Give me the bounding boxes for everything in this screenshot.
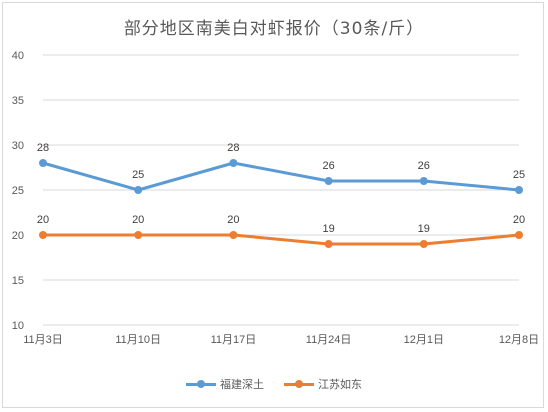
legend-label-series-1: 江苏如东 (318, 378, 362, 391)
y-tick-label: 30 (12, 140, 24, 152)
legend-item-series-0: 福建深土 (186, 376, 264, 392)
y-tick-label: 10 (12, 320, 24, 332)
data-label: 20 (227, 214, 239, 226)
series-line-1 (43, 233, 520, 246)
chart-title: 部分地区南美白对虾报价（30条/斤） (123, 19, 425, 39)
x-tick-label: 11月24日 (306, 334, 352, 346)
legend-item-series-1: 江苏如东 (284, 376, 362, 392)
data-point (39, 231, 47, 239)
y-tick-label: 20 (12, 230, 24, 242)
data-label: 20 (513, 214, 525, 226)
data-point (515, 186, 523, 194)
data-point (419, 177, 428, 185)
data-point (229, 231, 238, 239)
data-label: 19 (322, 223, 334, 235)
x-tick-label: 11月17日 (211, 334, 257, 346)
data-label: 26 (418, 160, 430, 172)
data-point (419, 240, 428, 248)
data-label: 26 (322, 160, 334, 172)
data-point (39, 159, 47, 167)
legend-swatch-series-1 (284, 379, 314, 389)
y-tick-label: 35 (12, 95, 24, 107)
data-point (134, 231, 143, 239)
legend-label-series-0: 福建深土 (220, 378, 264, 391)
data-point (324, 177, 333, 185)
data-label: 28 (37, 142, 49, 154)
data-point (324, 240, 333, 248)
series-line-0 (42, 161, 520, 192)
data-point (229, 159, 238, 167)
x-tick-label: 11月3日 (23, 334, 63, 346)
data-label: 28 (227, 142, 239, 154)
y-tick-label: 15 (12, 275, 24, 287)
y-tick-label: 25 (12, 185, 24, 197)
legend-swatch-series-0 (186, 379, 216, 389)
legend: 福建深土 江苏如东 (0, 376, 548, 392)
data-label: 25 (132, 169, 144, 181)
data-label: 20 (37, 214, 49, 226)
chart-frame (2, 2, 544, 408)
data-point (134, 186, 143, 194)
data-label: 25 (513, 169, 525, 181)
data-label: 19 (418, 223, 430, 235)
x-tick-label: 12月1日 (404, 334, 444, 346)
data-point (515, 231, 523, 239)
y-tick-label: 40 (12, 50, 24, 62)
data-label: 20 (132, 214, 144, 226)
x-tick-label: 11月10日 (115, 334, 161, 346)
x-tick-label: 12月8日 (499, 334, 539, 346)
